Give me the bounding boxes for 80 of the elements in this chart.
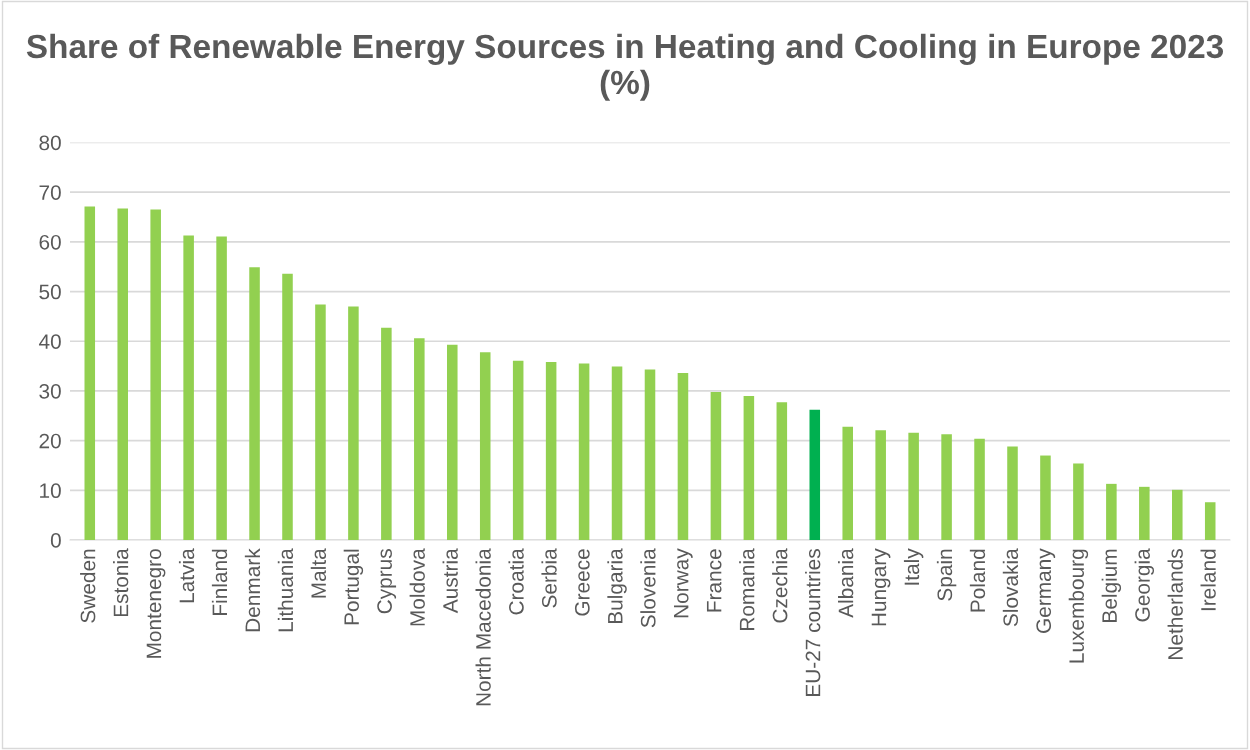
y-tick-label: 10 bbox=[40, 483, 61, 499]
bar bbox=[809, 409, 821, 540]
x-tick-label: Czechia bbox=[772, 548, 788, 623]
x-tick-label: Montenegro bbox=[146, 549, 166, 658]
bar bbox=[414, 338, 425, 540]
y-tick-label: 60 bbox=[39, 234, 61, 250]
bar bbox=[545, 362, 557, 540]
bar bbox=[117, 208, 128, 540]
x-tick-label: Albania bbox=[838, 548, 854, 618]
x-tick-label: Greece bbox=[574, 549, 590, 616]
x-tick-label: Moldova bbox=[409, 548, 425, 626]
bar bbox=[578, 363, 590, 540]
bar bbox=[282, 273, 293, 540]
bar bbox=[941, 434, 952, 540]
x-tick-label: Slovenia bbox=[640, 548, 656, 628]
x-tick-label: Ireland bbox=[1200, 549, 1216, 611]
x-tick-label: Malta bbox=[310, 548, 327, 598]
y-tick-label: 80 bbox=[39, 135, 61, 151]
bar bbox=[743, 395, 755, 540]
bar bbox=[1172, 489, 1183, 540]
bar bbox=[710, 391, 722, 540]
bar bbox=[776, 402, 788, 540]
x-tick-label: Cyprus bbox=[377, 549, 397, 614]
x-tick-label: EU-27 countries bbox=[805, 549, 821, 696]
y-tick-label: 0 bbox=[50, 533, 61, 548]
bar bbox=[447, 344, 458, 540]
x-tick-label: Latvia bbox=[178, 548, 195, 603]
bar bbox=[216, 236, 227, 540]
x-tick-label: Belgium bbox=[1101, 549, 1122, 622]
chart-title: Share of Renewable Energy Sources in Heating and Cooling in Europe 2023 (%) bbox=[26, 33, 1224, 101]
bar bbox=[512, 360, 524, 540]
x-tick-label: Slovakia bbox=[1002, 548, 1019, 627]
x-tick-label: Spain bbox=[936, 549, 957, 601]
bar bbox=[479, 352, 491, 540]
bar bbox=[875, 430, 886, 540]
x-tick-label: North Macedonia bbox=[475, 548, 491, 706]
bar bbox=[84, 206, 96, 540]
y-tick-label: 30 bbox=[39, 383, 61, 399]
x-tick-label: France bbox=[706, 549, 722, 612]
bar bbox=[348, 306, 359, 540]
x-tick-label: Croatia bbox=[508, 548, 524, 615]
x-tick-label: Italy bbox=[903, 548, 924, 585]
bar bbox=[1204, 502, 1216, 540]
bar bbox=[1106, 483, 1117, 540]
x-tick-label: Lithuania bbox=[277, 548, 294, 632]
bar bbox=[1139, 486, 1150, 540]
y-tick-label: 40 bbox=[38, 334, 61, 349]
y-tick-label: 20 bbox=[39, 433, 61, 449]
x-tick-label: Georgia bbox=[1134, 548, 1155, 622]
bar bbox=[1007, 446, 1018, 540]
bar bbox=[974, 438, 985, 540]
x-tick-label: Finland bbox=[211, 549, 228, 615]
bar bbox=[315, 304, 326, 540]
x-tick-label: Bulgaria bbox=[607, 548, 627, 624]
bar bbox=[644, 369, 656, 540]
x-tick-label: Netherlands bbox=[1167, 549, 1183, 659]
x-tick-label: Denmark bbox=[244, 548, 261, 632]
bar bbox=[677, 373, 689, 540]
x-tick-label: Serbia bbox=[541, 548, 557, 608]
x-tick-label: Hungary bbox=[871, 548, 891, 626]
x-tick-label: Luxembourg bbox=[1068, 549, 1089, 663]
bar bbox=[1040, 455, 1051, 540]
x-tick-label: Romania bbox=[739, 548, 755, 630]
x-tick-label: Norway bbox=[674, 548, 693, 618]
bar bbox=[381, 327, 392, 540]
bar bbox=[842, 426, 853, 540]
y-tick-label: 50 bbox=[39, 284, 61, 300]
bar bbox=[908, 432, 919, 540]
x-tick-label: Sweden bbox=[80, 549, 96, 623]
bar bbox=[150, 209, 161, 540]
y-tick-label: 70 bbox=[39, 185, 61, 200]
bar bbox=[183, 235, 194, 540]
x-tick-label: Austria bbox=[442, 548, 458, 614]
x-tick-label: Germany bbox=[1036, 548, 1056, 633]
bar bbox=[1073, 463, 1084, 540]
x-tick-label: Estonia bbox=[113, 548, 129, 617]
x-tick-label: Portugal bbox=[343, 549, 364, 625]
x-tick-label: Poland bbox=[969, 549, 986, 612]
bar bbox=[611, 366, 623, 540]
bar bbox=[249, 267, 260, 540]
